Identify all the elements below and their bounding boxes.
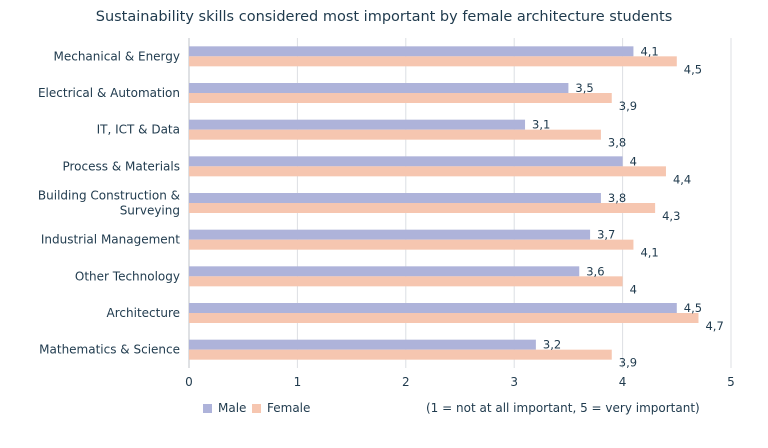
legend-label-female: Female: [267, 401, 311, 415]
data-label-female: 4: [630, 282, 637, 296]
bar-male: [189, 266, 580, 277]
x-tick-label: 1: [294, 375, 302, 389]
x-tick-label: 3: [510, 375, 518, 389]
data-label-male: 3,7: [597, 228, 615, 242]
data-label-female: 4,1: [640, 246, 658, 260]
bars: [189, 46, 699, 360]
bar-male: [189, 229, 591, 240]
data-label-male: 4,5: [684, 301, 702, 315]
data-label-male: 3,2: [543, 338, 561, 352]
category-label: Industrial Management: [41, 233, 180, 247]
data-label-male: 4,1: [640, 44, 658, 58]
legend-swatch-female: [252, 403, 261, 413]
data-label-female: 4,4: [673, 172, 691, 186]
bar-female: [189, 349, 612, 360]
category-label: Mathematics & Science: [39, 343, 180, 357]
category-label: Mechanical & Energy: [53, 49, 180, 63]
category-label: Process & Materials: [62, 159, 180, 173]
data-label-female: 3,9: [619, 99, 637, 113]
data-label-female: 4,3: [662, 209, 680, 223]
bar-female: [189, 276, 623, 287]
bar-male: [189, 193, 601, 203]
bar-male: [189, 83, 569, 93]
labels: 0 1 2 3 4 5 Mechanical & Energy 4,1 4,5 Electrica…: [38, 44, 735, 389]
data-label-female: 3,9: [619, 356, 637, 370]
x-tick-label: 2: [402, 375, 410, 389]
category-label: Other Technology: [75, 269, 180, 283]
category-label: IT, ICT & Data: [97, 123, 180, 137]
bar-male: [189, 303, 677, 313]
data-label-male: 3,6: [586, 264, 604, 278]
data-label-female: 4,5: [684, 62, 702, 76]
bar-female: [189, 313, 699, 323]
bar-female: [189, 129, 601, 140]
data-label-female: 3,8: [608, 136, 626, 150]
legend-swatch-male: [203, 403, 212, 413]
legend-item-female: Female: [252, 401, 310, 415]
bar-male: [189, 46, 634, 57]
data-label-male: 3,5: [575, 81, 593, 95]
bar-male: [189, 156, 623, 167]
data-label-male: 3,8: [608, 191, 626, 205]
chart-title: Sustainability skills considered most im…: [95, 9, 673, 25]
category-label: Architecture: [107, 306, 180, 320]
bar-male: [189, 339, 536, 350]
category-label: Building Construction & Surveying: [38, 189, 180, 218]
bar-female: [189, 166, 666, 177]
bar-female: [189, 203, 656, 213]
category-label: Electrical & Automation: [38, 86, 180, 100]
bar-female: [189, 239, 634, 250]
scale-note: (1 = not at all important, 5 = very impo…: [426, 401, 700, 415]
bar-female: [189, 93, 612, 103]
x-tick-label: 4: [619, 375, 627, 389]
data-label-female: 4,7: [705, 319, 723, 333]
x-tick-label: 0: [185, 375, 193, 389]
bar-female: [189, 56, 677, 67]
x-tick-label: 5: [727, 375, 735, 389]
data-label-male: 4: [630, 154, 637, 168]
legend-label-male: Male: [218, 401, 247, 415]
legend-item-male: Male: [203, 401, 246, 415]
data-label-male: 3,1: [532, 118, 550, 132]
bar-male: [189, 119, 526, 130]
